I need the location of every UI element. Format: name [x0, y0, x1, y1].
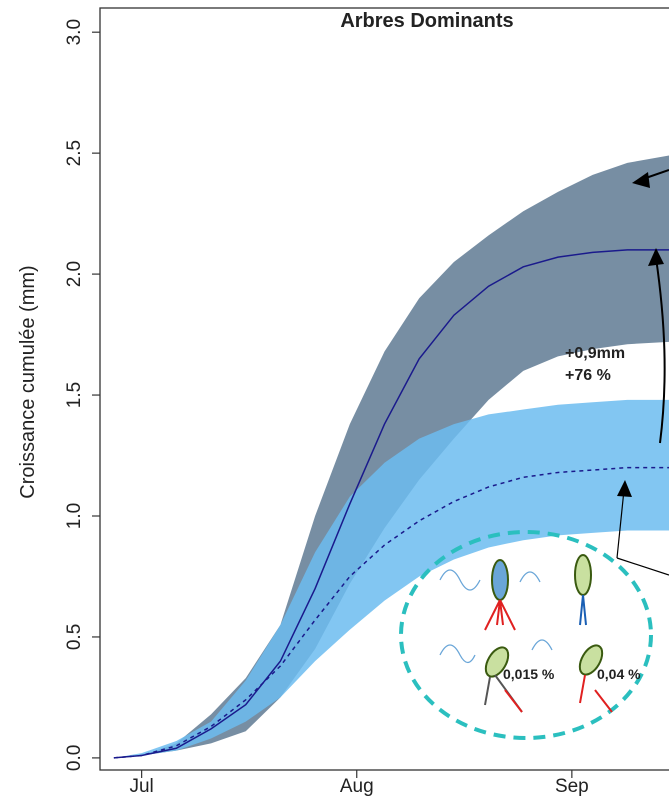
y-tick-label: 0.5 [64, 624, 85, 650]
annotation: +76 % [565, 367, 611, 384]
x-tick-label: Jul [129, 776, 153, 797]
chart: Arbres Dominants Croissance cumulée (mm)… [0, 0, 669, 799]
roots [485, 600, 515, 630]
roots [580, 595, 586, 625]
y-tick-label: 3.0 [64, 19, 85, 45]
chart-title: Arbres Dominants [340, 10, 513, 32]
y-tick-label: 0.0 [64, 745, 85, 771]
x-tick-label: Aug [340, 776, 374, 797]
y-tick-label: 2.5 [64, 140, 85, 166]
dashed-ellipse [401, 532, 651, 738]
tree-icons [440, 555, 612, 712]
red-arrow [505, 690, 522, 712]
annotation: 0,015 % [503, 666, 555, 682]
y-tick-label: 2.0 [64, 261, 85, 287]
annotation: 0,04 % [597, 666, 641, 682]
y-tick-label: 1.5 [64, 382, 85, 408]
leaf [575, 555, 591, 595]
x-tick-label: Sep [555, 776, 589, 797]
y-axis-label: Croissance cumulée (mm) [17, 265, 39, 498]
leaf [492, 560, 508, 600]
annotation: +0,9mm [565, 345, 625, 362]
y-tick-label: 1.0 [64, 503, 85, 529]
